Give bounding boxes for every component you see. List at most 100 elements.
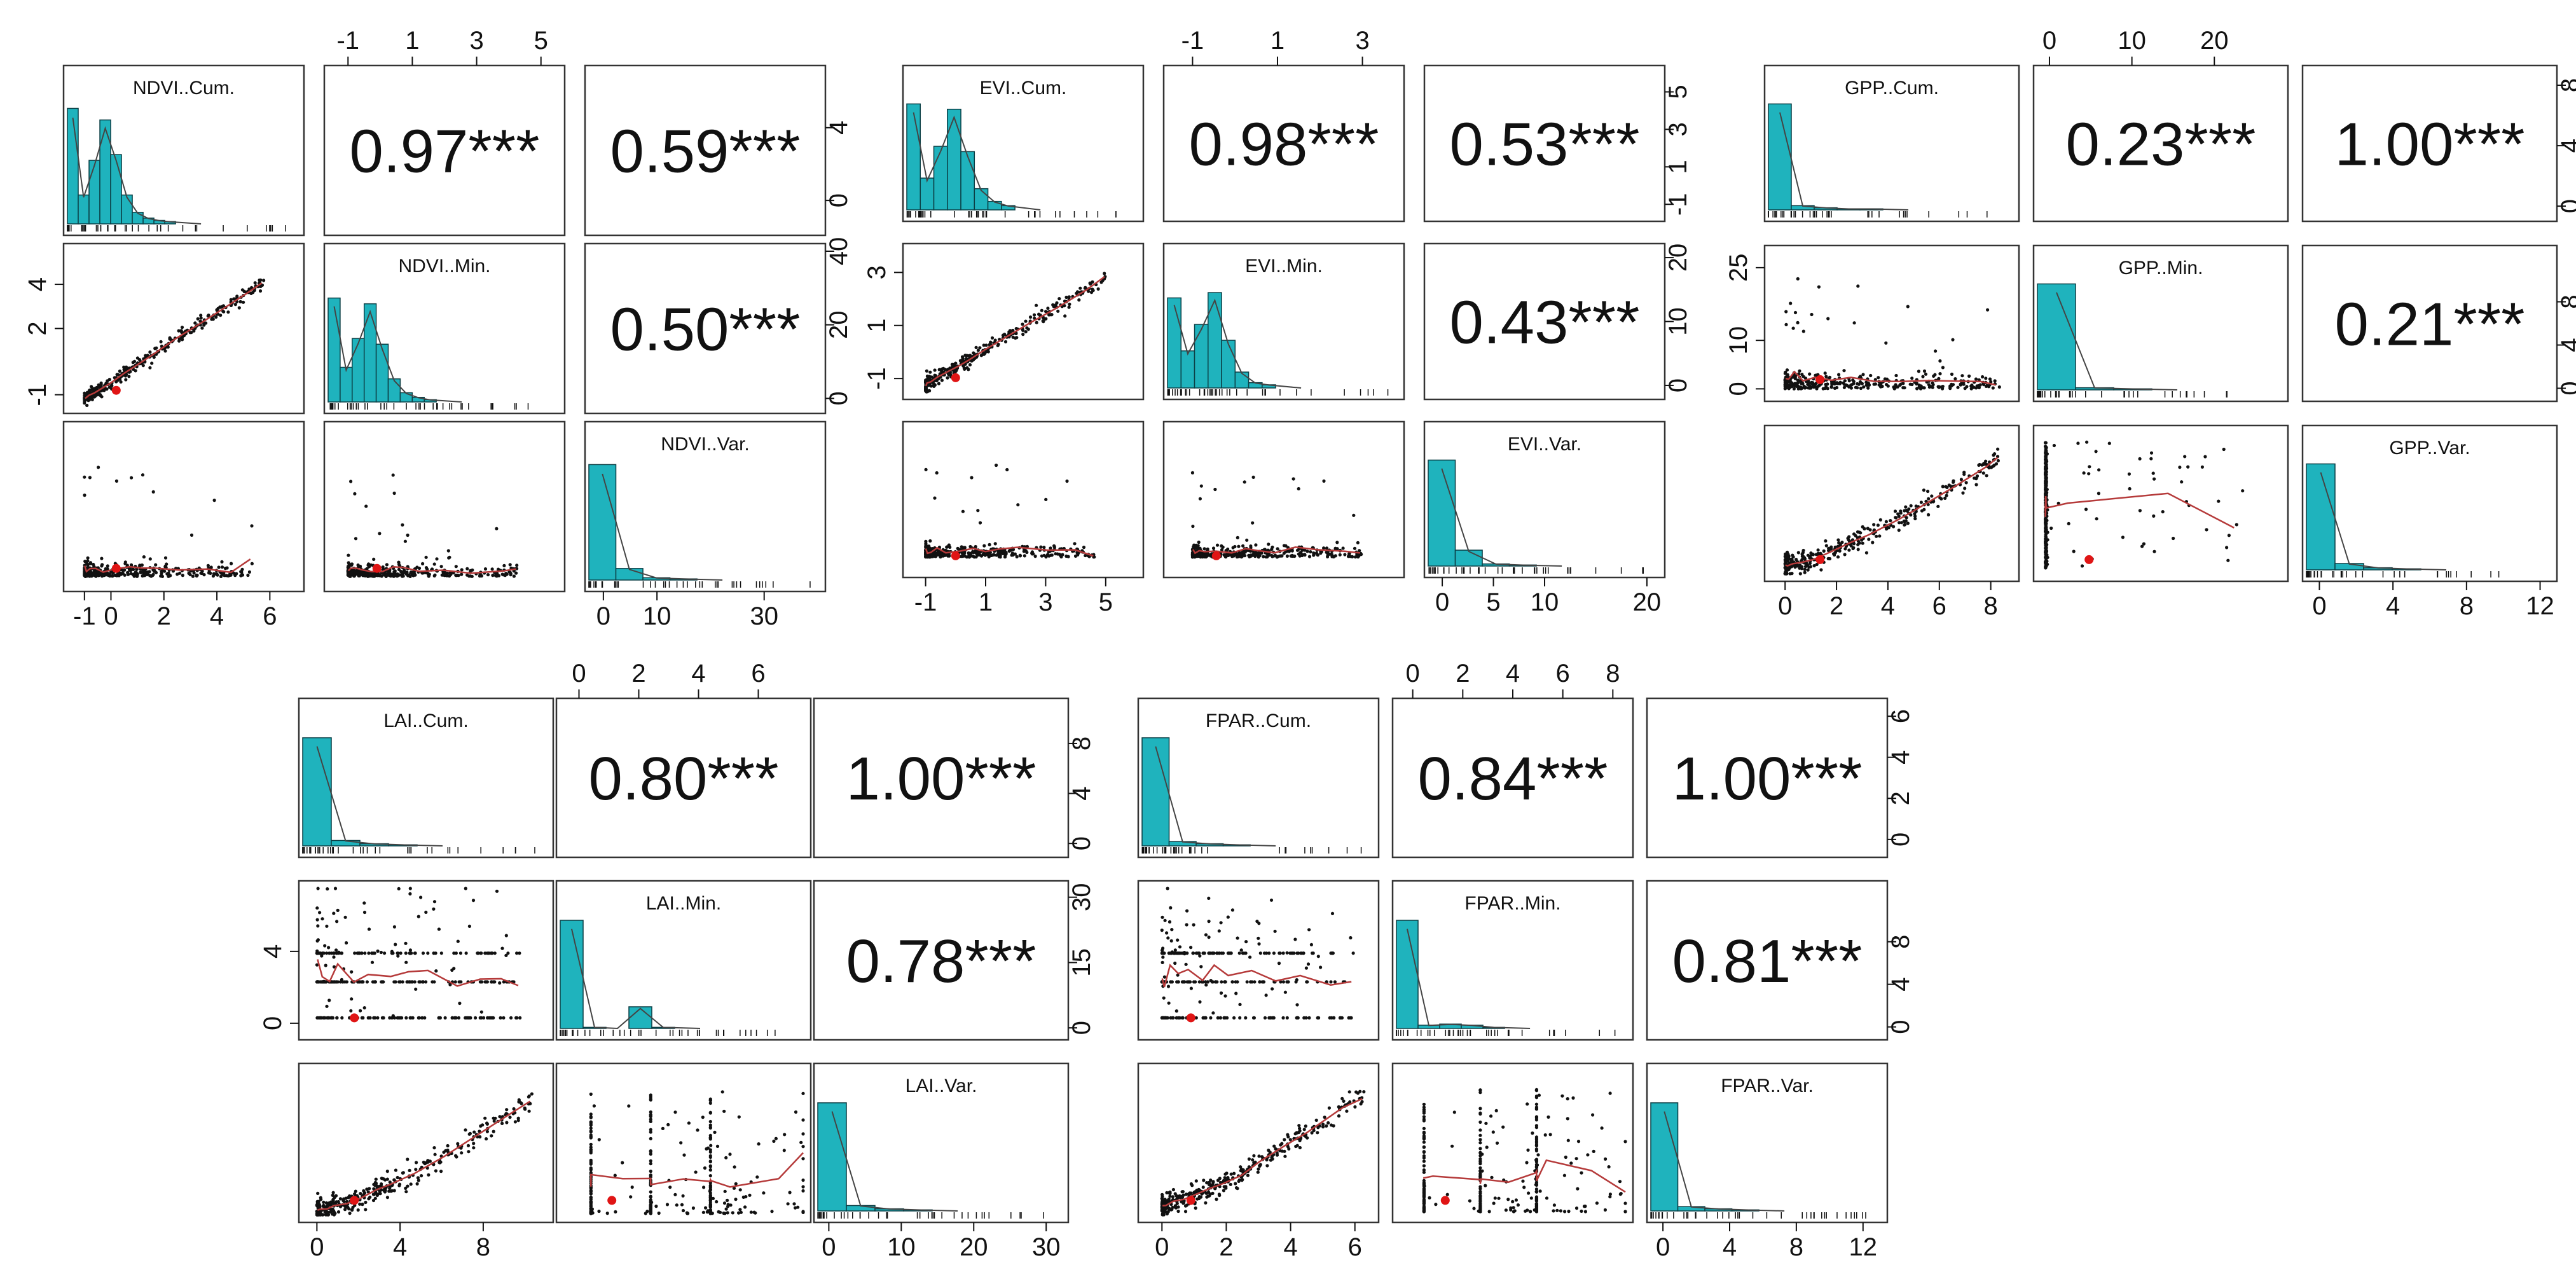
scatter-point: [589, 1129, 593, 1133]
scatter-point: [1068, 302, 1071, 306]
scatter-point: [432, 1146, 436, 1150]
scatter-point: [130, 476, 134, 480]
scatter-point: [196, 317, 200, 321]
scatter-point: [97, 385, 100, 389]
scatter-point: [1195, 555, 1199, 558]
scatter-point: [2121, 536, 2125, 539]
scatter-point: [495, 527, 499, 530]
scatter-point: [176, 572, 179, 576]
scatter-point: [1857, 541, 1861, 545]
panel-frame: [2032, 244, 2289, 403]
scatter-point: [1016, 503, 1020, 507]
scatter-point: [1821, 387, 1825, 391]
scatter-point: [1065, 479, 1069, 483]
scatter-point: [1199, 553, 1203, 557]
scatter-point: [1082, 545, 1086, 550]
scatter-point: [1297, 487, 1300, 491]
scatter-point: [649, 1119, 652, 1123]
scatter-point: [187, 571, 191, 576]
density-curve: [333, 306, 462, 403]
scatter-point: [941, 366, 946, 371]
scatter-point: [649, 1097, 652, 1101]
scatter-point: [1002, 333, 1005, 337]
scatter-point: [708, 1160, 712, 1164]
scatter-point: [399, 980, 403, 984]
scatter-point: [334, 948, 338, 952]
scatter-point: [438, 1016, 442, 1020]
scatter-point: [1981, 471, 1985, 475]
scatter-point: [649, 1206, 652, 1210]
scatter-point: [1827, 546, 1831, 550]
scatter-point: [1909, 504, 1913, 508]
scatter-point: [984, 343, 988, 347]
scatter-point: [2044, 517, 2048, 521]
scatter-point: [417, 980, 421, 984]
tick-label: 1: [1664, 160, 1692, 174]
scatter-point: [88, 476, 92, 480]
scatter-point: [152, 356, 156, 359]
scatter-point: [1798, 563, 1802, 567]
scatter-point: [1325, 550, 1328, 555]
scatter-point: [110, 384, 114, 387]
histogram-bar: [1194, 324, 1209, 389]
scatter-point: [453, 980, 457, 984]
scatter-point: [982, 343, 986, 347]
scatter-point: [1904, 516, 1908, 520]
scatter-point: [202, 573, 206, 577]
scatter-point: [1801, 548, 1805, 553]
scatter-point: [331, 1198, 335, 1202]
scatter-point: [2128, 487, 2132, 491]
panel-frame: [323, 242, 566, 415]
scatter-point: [1836, 382, 1840, 385]
scatter-point: [945, 545, 949, 549]
scatter-point: [1899, 509, 1903, 513]
scatter-point: [417, 566, 422, 570]
scatter-point: [1223, 555, 1227, 558]
scatter-point: [506, 951, 510, 955]
tick-label: -1: [1181, 27, 1204, 55]
scatter-point: [2044, 450, 2048, 454]
scatter-point: [589, 1112, 593, 1116]
scatter-point: [983, 352, 987, 356]
variable-label: NDVI..Cum.: [133, 78, 235, 99]
scatter-point: [455, 573, 459, 577]
scatter-point: [1358, 549, 1361, 553]
scatter-point: [1042, 546, 1046, 550]
scatter-point: [1285, 554, 1289, 558]
scatter-point: [1977, 463, 1981, 467]
scatter-point: [433, 1152, 437, 1156]
tick-label: 3: [1664, 122, 1692, 136]
scatter-point: [322, 1200, 326, 1204]
scatter-point: [492, 1119, 496, 1123]
scatter-point: [1024, 319, 1028, 323]
scatter-point: [589, 1142, 593, 1146]
scatter-point: [1963, 487, 1967, 490]
scatter-point: [250, 524, 254, 528]
correlation-value: 1.00***: [2335, 111, 2525, 179]
scatter-point: [2067, 522, 2070, 525]
centroid-marker: [111, 563, 121, 573]
density-curve: [1173, 298, 1302, 389]
scatter-point: [752, 1210, 756, 1214]
tick-label: 0: [2042, 27, 2056, 55]
scatter-point: [1867, 383, 1871, 387]
scatter-point: [320, 917, 324, 921]
scatter-point: [1083, 286, 1087, 290]
scatter-point: [704, 1206, 708, 1210]
scatter-point: [1333, 554, 1337, 558]
scatter-point: [1014, 327, 1018, 331]
scatter-point: [1931, 381, 1934, 385]
scatter-point: [469, 1016, 472, 1020]
scatter-point: [365, 1187, 369, 1191]
scatter-point: [334, 951, 338, 955]
scatter-point: [1950, 382, 1953, 387]
scatter-point: [2127, 472, 2131, 476]
correlation-value: 0.98***: [1189, 111, 1379, 179]
scatter-point: [253, 281, 257, 285]
scatter-point: [159, 574, 163, 578]
scatter-point: [1819, 568, 1823, 572]
scatter-point: [970, 476, 974, 480]
scatter-point: [941, 552, 945, 556]
scatter-point: [1986, 308, 1990, 312]
histogram-bar: [947, 108, 961, 211]
